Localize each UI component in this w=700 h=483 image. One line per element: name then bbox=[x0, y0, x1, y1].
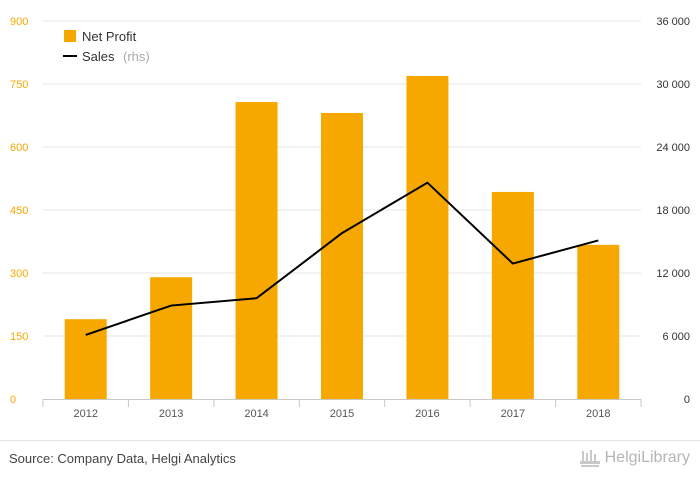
brand-name: HelgiLibrary bbox=[604, 449, 690, 466]
left-axis-tick-label: 900 bbox=[10, 16, 28, 28]
x-axis-tick-label: 2013 bbox=[159, 408, 183, 420]
net-profit-bar bbox=[406, 76, 449, 400]
legend-sales-text: Sales (rhs) bbox=[82, 48, 150, 65]
footer: Source: Company Data, Helgi Analytics He… bbox=[0, 440, 700, 483]
left-axis-tick-label: 750 bbox=[10, 79, 28, 91]
net-profit-bar bbox=[577, 244, 620, 399]
left-axis-tick-label: 450 bbox=[10, 205, 28, 217]
right-axis-tick-label: 0 bbox=[684, 394, 690, 406]
legend-net-profit-swatch bbox=[64, 30, 76, 42]
axes: 0 150 300 450 600 750 900 0 6 000 12 000 18 000 24 … bbox=[10, 16, 690, 420]
legend-sales-label: Sales bbox=[82, 49, 115, 64]
library-logo-icon bbox=[579, 450, 600, 467]
right-axis-tick-label: 30 000 bbox=[656, 79, 690, 91]
bars bbox=[64, 76, 620, 400]
net-profit-bar bbox=[321, 112, 363, 399]
sales-line bbox=[85, 181, 599, 336]
x-axis-tick-label: 2014 bbox=[244, 408, 268, 420]
net-profit-bar bbox=[64, 319, 107, 399]
net-profit-bar bbox=[491, 191, 534, 399]
right-axis-tick-label: 18 000 bbox=[656, 205, 690, 217]
source-note: Source: Company Data, Helgi Analytics bbox=[9, 451, 236, 466]
chart-area: 0 150 300 450 600 750 900 0 6 000 12 000 18 000 24 … bbox=[10, 16, 690, 420]
legend: Net Profit Sales (rhs) bbox=[63, 29, 150, 65]
x-axis-tick-label: 2015 bbox=[330, 408, 354, 420]
right-axis-tick-label: 36 000 bbox=[656, 16, 690, 28]
brand-logo[interactable]: HelgiLibrary bbox=[579, 447, 690, 469]
sales-line-layer bbox=[85, 181, 599, 336]
net-profit-bar bbox=[150, 277, 193, 399]
left-axis-tick-label: 600 bbox=[10, 142, 28, 154]
right-axis-tick-label: 24 000 bbox=[656, 142, 690, 154]
x-axis-tick-label: 2012 bbox=[73, 408, 97, 420]
combo-chart: 0 150 300 450 600 750 900 0 6 000 12 000 18 000 24 … bbox=[10, 16, 690, 420]
net-profit-bar bbox=[235, 102, 278, 399]
x-axis-tick-label: 2018 bbox=[586, 408, 610, 420]
right-axis-tick-label: 6 000 bbox=[662, 331, 690, 343]
right-axis-tick-label: 12 000 bbox=[656, 268, 690, 280]
x-axis-tick-label: 2017 bbox=[501, 408, 525, 420]
left-axis-tick-label: 300 bbox=[10, 268, 28, 280]
legend-net-profit-label: Net Profit bbox=[82, 29, 137, 44]
legend-sales-note: (rhs) bbox=[123, 49, 150, 64]
left-axis-tick-label: 150 bbox=[10, 331, 28, 343]
left-axis-tick-label: 0 bbox=[10, 394, 16, 406]
x-axis-tick-label: 2016 bbox=[415, 408, 439, 420]
